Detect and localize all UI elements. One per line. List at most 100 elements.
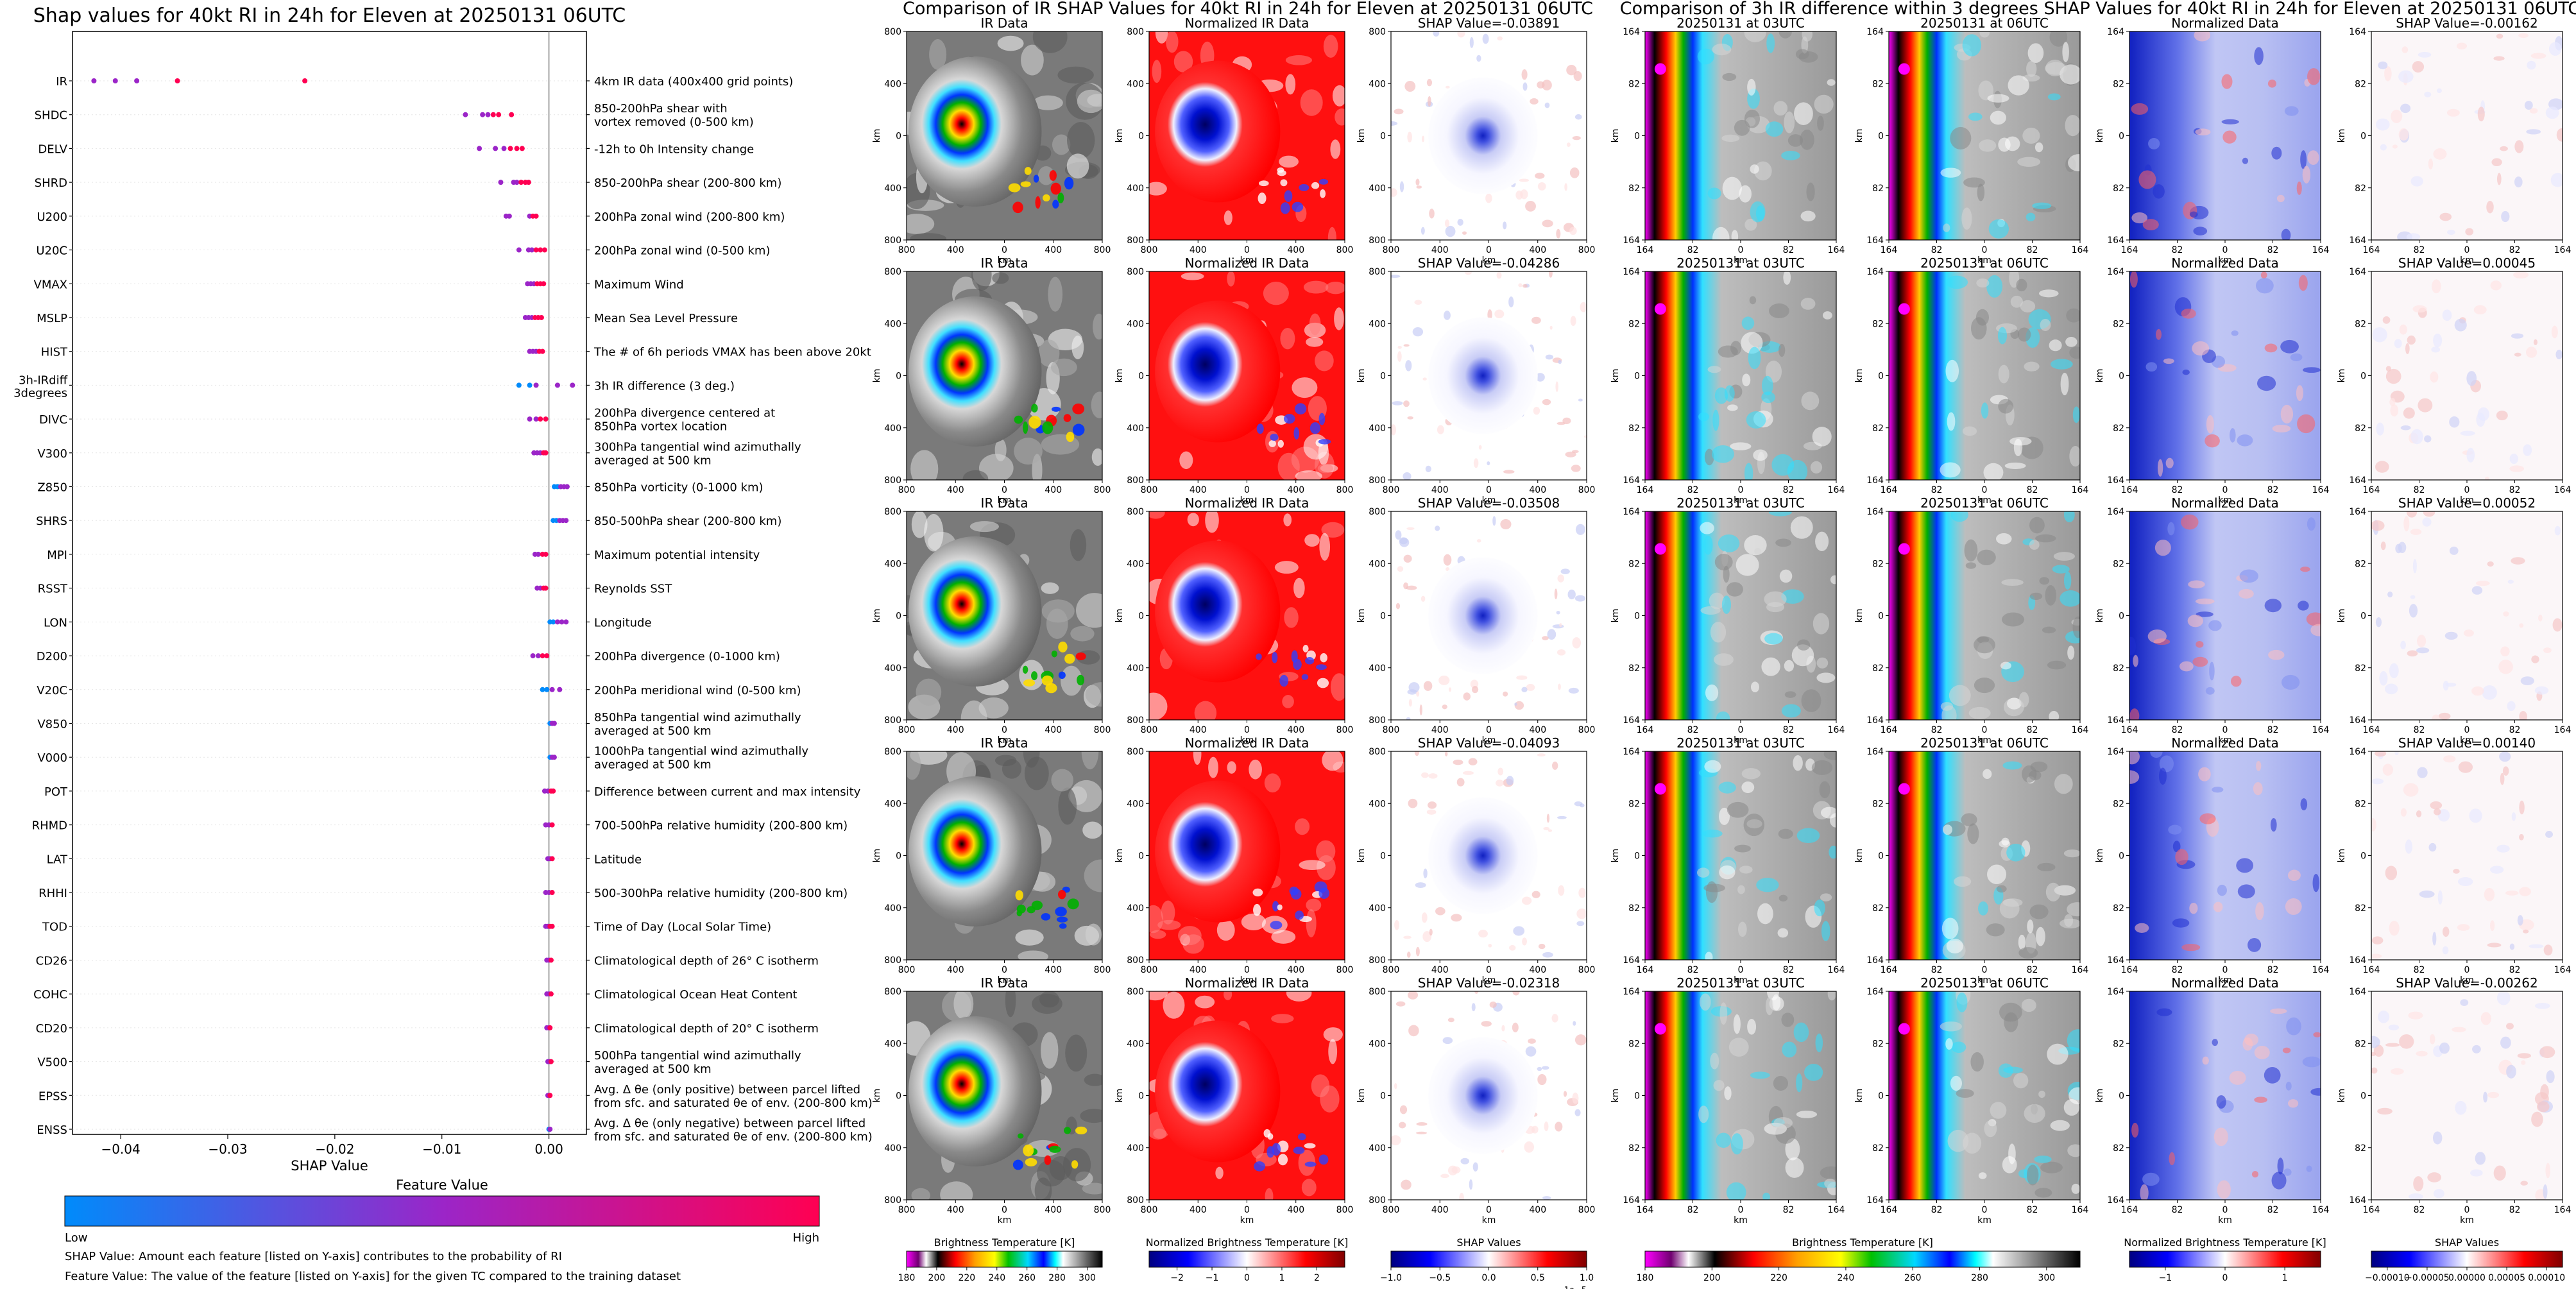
y-tick-label: 400 <box>1127 319 1144 329</box>
colorbar-low-label: Low <box>65 1231 87 1245</box>
y-tick-label: 164 <box>2349 267 2366 277</box>
colorbar-tick-label: −2 <box>1170 1273 1184 1283</box>
panel-title: SHAP Value=-0.04093 <box>1418 735 1560 751</box>
x-tick-label: 82 <box>2509 725 2521 735</box>
y-tick-label: 800 <box>884 475 901 486</box>
x-tick-label: 800 <box>1094 245 1111 255</box>
y-tick-label: 0 <box>1380 1091 1386 1102</box>
y-tick-label: 164 <box>2349 27 2366 37</box>
y-tick-label: 82 <box>2113 319 2124 329</box>
feature-code: LAT <box>47 853 68 866</box>
feature-description: 4km IR data (400x400 grid points) <box>594 75 793 89</box>
y-axis-label: km <box>1610 609 1621 623</box>
y-tick-label: 164 <box>1623 715 1640 726</box>
y-tick-label: 400 <box>1127 799 1144 809</box>
colorbar-label: Normalized Brightness Temperature [K] <box>1146 1236 1349 1249</box>
colorbar-tick-label: −0.5 <box>1429 1273 1451 1283</box>
feature-code: RHMD <box>32 819 67 833</box>
feature-description: Time of Day (Local Solar Time) <box>593 921 771 934</box>
feature-description: Avg. Δ θe (only negative) between parcel… <box>594 1117 866 1131</box>
x-tick-label: 164 <box>2121 725 2138 735</box>
feature-code: HIST <box>41 346 68 359</box>
x-tick-label: 164 <box>2072 1205 2089 1215</box>
x-tick-label: 82 <box>2267 485 2279 495</box>
x-tick-label: 800 <box>1094 485 1111 495</box>
y-tick-label: 82 <box>1872 663 1884 674</box>
x-tick-label: 0 <box>1738 245 1744 255</box>
y-tick-label: 0 <box>1138 371 1144 382</box>
panel-title: IR Data <box>981 975 1028 991</box>
x-tick-label: −0.01 <box>422 1141 461 1157</box>
y-tick-label: 164 <box>1623 955 1640 966</box>
y-tick-label: 82 <box>2355 799 2366 809</box>
feature-row: CD20 Climatological depth of 20° C isothe… <box>36 1022 819 1036</box>
shap-point <box>533 382 539 388</box>
y-tick-label: 800 <box>884 955 901 966</box>
x-tick-label: 164 <box>2554 485 2572 495</box>
colorbar-exponent: 1e−5 <box>1564 1286 1587 1289</box>
y-tick-label: 800 <box>1127 507 1144 517</box>
x-tick-label: 164 <box>1881 1205 1898 1215</box>
feature-row: DIVC 200hPa divergence centered at850hPa … <box>39 407 775 434</box>
shap-point <box>548 1059 554 1064</box>
y-tick-label: 0 <box>1878 611 1884 622</box>
y-tick-label: 0 <box>1138 132 1144 142</box>
panel-title: IR Data <box>981 735 1028 751</box>
feature-row: POT Difference between current and max in… <box>44 785 861 799</box>
y-axis-label: km <box>1114 849 1125 863</box>
x-tick-label: 0.00 <box>534 1141 563 1157</box>
x-tick-label: 800 <box>1141 1205 1158 1215</box>
shap-point <box>496 112 502 117</box>
y-tick-label: 82 <box>2355 903 2366 914</box>
feature-code: POT <box>44 785 68 799</box>
shap-point <box>506 213 512 219</box>
x-tick-label: 82 <box>2172 485 2183 495</box>
feature-description: 850hPa vortex location <box>594 420 727 434</box>
feature-description: averaged at 500 km <box>594 1063 712 1076</box>
x-tick-label: 800 <box>1383 725 1400 735</box>
feature-description: Climatological depth of 26° C isotherm <box>594 954 819 968</box>
x-tick-label: 82 <box>1931 485 1943 495</box>
y-tick-label: 164 <box>1866 747 1884 757</box>
feature-code: U20C <box>36 244 67 258</box>
panel-title: SHAP Value=-0.03508 <box>1418 495 1560 511</box>
y-tick-label: 800 <box>1369 507 1386 517</box>
y-tick-label: 0 <box>2360 132 2366 142</box>
shap-point <box>525 180 531 185</box>
y-tick-label: 82 <box>1628 319 1640 329</box>
panel-title: SHAP Value=-0.00162 <box>2396 15 2538 31</box>
y-axis-label: km <box>2095 129 2105 143</box>
y-tick-label: 400 <box>884 79 901 89</box>
x-tick-label: 82 <box>1783 485 1795 495</box>
x-axis-label: SHAP Value <box>291 1158 368 1174</box>
y-tick-label: 82 <box>1872 184 1884 194</box>
y-tick-label: 400 <box>884 799 901 809</box>
panel-title: 20250131 at 03UTC <box>1676 495 1805 511</box>
x-tick-label: 82 <box>2027 485 2038 495</box>
feature-code: EPSS <box>38 1089 67 1103</box>
x-tick-label: 0 <box>1244 245 1250 255</box>
shap-point <box>544 653 550 659</box>
feature-colorbar: Feature Value Low High SHAP Value: Amount e… <box>64 1177 820 1283</box>
feature-description: 200hPa divergence (0-1000 km) <box>594 650 780 663</box>
shap-point <box>535 551 541 557</box>
x-axis-label: km <box>1734 975 1748 986</box>
x-tick-label: 164 <box>1828 965 1845 975</box>
x-tick-label: 164 <box>2554 725 2572 735</box>
y-tick-label: 164 <box>1866 475 1884 486</box>
shap-point <box>543 551 549 557</box>
feature-code: U200 <box>37 210 67 224</box>
shap-point <box>91 78 97 83</box>
feature-row: SHRS 850-500hPa shear (200-800 km) <box>36 515 781 528</box>
y-tick-label: 400 <box>1127 1143 1144 1154</box>
y-tick-label: 164 <box>1866 715 1884 726</box>
x-tick-label: 0 <box>2464 1205 2470 1215</box>
colorbar-tick-label: −1 <box>2159 1273 2172 1283</box>
y-axis-label: km <box>1610 1089 1621 1103</box>
feature-row: LON Longitude <box>44 616 652 629</box>
y-tick-label: 0 <box>896 371 901 382</box>
